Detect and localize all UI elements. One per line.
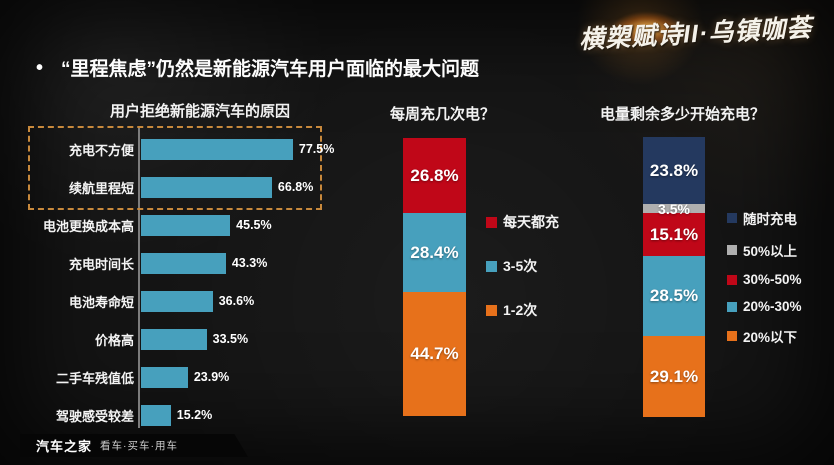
segment-value-label: 28.5% <box>649 286 699 306</box>
page-title: • “里程焦虑”仍然是新能源汽车用户面临的最大问题 <box>36 54 479 81</box>
bar <box>141 214 231 236</box>
legend-item: 3-5次 <box>486 256 559 276</box>
reasons-chart-title: 用户拒绝新能源汽车的原因 <box>109 103 290 120</box>
value-label: 36.6% <box>218 294 255 308</box>
brand-tagline: 看车·买车·用车 <box>100 440 179 452</box>
legend-item: 每天都充 <box>486 212 559 232</box>
category-label: 电池更换成本高 <box>42 218 134 234</box>
stack-segment: 28.4% <box>403 212 466 292</box>
segment-value-label: 3.5% <box>658 200 690 217</box>
legend-swatch <box>727 301 737 312</box>
legend-swatch <box>727 213 737 223</box>
bar-row: 驾驶感受较差 15.2% <box>28 396 350 434</box>
legend-label: 每天都充 <box>503 214 559 230</box>
category-label: 充电时间长 <box>68 256 134 272</box>
segment-value-label: 28.4% <box>410 242 459 262</box>
legend-label: 20%-30% <box>743 299 802 314</box>
legend-item: 20%以下 <box>727 326 802 346</box>
bar-row: 二手车残值低 23.9% <box>28 358 350 396</box>
weekly-legend: 每天都充 3-5次 1-2次 <box>486 212 559 320</box>
reasons-chart: 用户拒绝新能源汽车的原因 充电不方便 77.5% 续航里程短 66.8% 电池更换成本高… <box>28 100 350 434</box>
bar <box>141 252 226 274</box>
value-label: 43.3% <box>231 256 268 270</box>
level-chart-title: 电量剩余多少开始充电？ <box>600 106 766 123</box>
bar <box>141 290 213 312</box>
bar <box>141 404 171 426</box>
stack-segment: 3.5% <box>643 200 705 217</box>
legend-label: 30%-50% <box>743 272 802 287</box>
category-label: 驾驶感受较差 <box>55 408 134 424</box>
value-label: 33.5% <box>212 332 249 346</box>
segment-value-label: 23.8% <box>649 160 699 180</box>
legend-label: 随时充电 <box>743 212 797 227</box>
segment-value-label: 26.8% <box>410 165 459 185</box>
category-label: 续航里程短 <box>68 180 134 196</box>
bar-row: 电池更换成本高 45.5% <box>28 206 350 244</box>
page-title-text: “里程焦虑”仍然是新能源汽车用户面临的最大问题 <box>61 59 480 80</box>
bar-row: 价格高 33.5% <box>28 320 350 358</box>
level-legend: 随时充电 50%以上 30%-50% 20%-30% 20%以下 <box>727 208 802 346</box>
legend-swatch <box>727 274 737 285</box>
legend-label: 50%以上 <box>743 244 798 259</box>
stack-segment: 28.5% <box>643 255 705 336</box>
legend-swatch <box>486 304 497 316</box>
category-label: 二手车残值低 <box>55 370 134 386</box>
value-label: 15.2% <box>176 408 213 422</box>
weekly-chart-title: 每周充几次电？ <box>390 106 496 123</box>
legend-item: 50%以上 <box>727 240 802 260</box>
segment-value-label: 15.1% <box>649 225 699 245</box>
level-stacked-bar: 23.8% 3.5% 15.1% 28.5% 29.1% <box>643 137 705 417</box>
reasons-chart-plot: 充电不方便 77.5% 续航里程短 66.8% 电池更换成本高 45.5% 充电时间长 43.… <box>28 126 350 434</box>
legend-swatch <box>486 260 497 272</box>
value-label: 23.9% <box>193 370 230 384</box>
legend-item: 1-2次 <box>486 300 559 320</box>
brand-logo-text: 汽车之家 <box>36 439 93 454</box>
legend-label: 3-5次 <box>503 258 538 274</box>
value-label: 45.5% <box>236 218 272 232</box>
bullet-icon: • <box>36 56 44 79</box>
legend-label: 20%以下 <box>743 330 798 345</box>
bar <box>141 176 272 198</box>
stack-segment: 44.7% <box>403 291 466 416</box>
bar <box>141 366 188 388</box>
y-axis-line <box>138 128 140 428</box>
bar-row: 续航里程短 66.8% <box>28 168 350 206</box>
value-label: 77.5% <box>298 142 335 156</box>
category-label: 价格高 <box>94 332 134 348</box>
stack-segment: 15.1% <box>643 213 705 256</box>
legend-item: 30%-50% <box>727 272 802 287</box>
category-label: 充电不方便 <box>68 142 134 158</box>
segment-value-label: 44.7% <box>410 344 459 364</box>
bar-row: 充电时间长 43.3% <box>28 244 350 282</box>
legend-swatch <box>727 245 737 255</box>
legend-swatch <box>486 216 497 228</box>
value-label: 66.8% <box>277 180 314 194</box>
legend-item: 随时充电 <box>727 208 802 228</box>
legend-item: 20%-30% <box>727 299 802 314</box>
legend-label: 1-2次 <box>503 302 538 318</box>
stack-segment: 26.8% <box>403 138 466 213</box>
category-label: 电池寿命短 <box>68 294 134 310</box>
bar <box>141 138 293 160</box>
brand-banner: 汽车之家 看车·买车·用车 <box>20 434 248 457</box>
legend-swatch <box>727 331 737 341</box>
weekly-stacked-bar: 26.8% 28.4% 44.7% <box>403 138 466 416</box>
stack-segment: 29.1% <box>643 335 705 417</box>
bar <box>141 328 207 350</box>
bar-row: 充电不方便 77.5% <box>28 130 350 168</box>
gold-flare-decoration <box>612 12 682 46</box>
stack-segment: 23.8% <box>643 137 705 204</box>
bar-row: 电池寿命短 36.6% <box>28 282 350 320</box>
segment-value-label: 29.1% <box>649 366 699 386</box>
